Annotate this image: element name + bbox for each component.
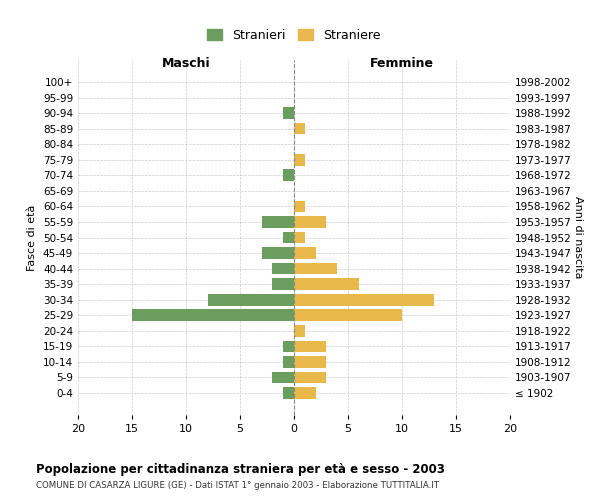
Bar [262, 247, 294, 259]
Bar [283, 340, 294, 352]
Legend: Stranieri, Straniere: Stranieri, Straniere [202, 24, 386, 46]
Text: COMUNE DI CASARZA LIGURE (GE) - Dati ISTAT 1° gennaio 2003 - Elaborazione TUTTIT: COMUNE DI CASARZA LIGURE (GE) - Dati IST… [36, 481, 439, 490]
Bar [283, 387, 294, 399]
Bar [272, 278, 294, 290]
Bar [294, 278, 359, 290]
Bar [283, 356, 294, 368]
Text: Maschi: Maschi [161, 56, 211, 70]
Bar [262, 216, 294, 228]
Bar [283, 107, 294, 119]
Bar [272, 372, 294, 384]
Bar [272, 263, 294, 274]
Bar [294, 216, 326, 228]
Bar [294, 123, 305, 134]
Y-axis label: Anni di nascita: Anni di nascita [573, 196, 583, 279]
Bar [208, 294, 294, 306]
Y-axis label: Fasce di età: Fasce di età [28, 204, 37, 270]
Bar [283, 170, 294, 181]
Bar [294, 294, 434, 306]
Bar [294, 263, 337, 274]
Bar [294, 310, 402, 321]
Text: Popolazione per cittadinanza straniera per età e sesso - 2003: Popolazione per cittadinanza straniera p… [36, 462, 445, 475]
Bar [294, 232, 305, 243]
Bar [294, 356, 326, 368]
Bar [294, 340, 326, 352]
Bar [132, 310, 294, 321]
Bar [294, 372, 326, 384]
Bar [294, 387, 316, 399]
Text: Femmine: Femmine [370, 56, 434, 70]
Bar [294, 247, 316, 259]
Bar [294, 200, 305, 212]
Bar [294, 325, 305, 336]
Bar [283, 232, 294, 243]
Bar [294, 154, 305, 166]
